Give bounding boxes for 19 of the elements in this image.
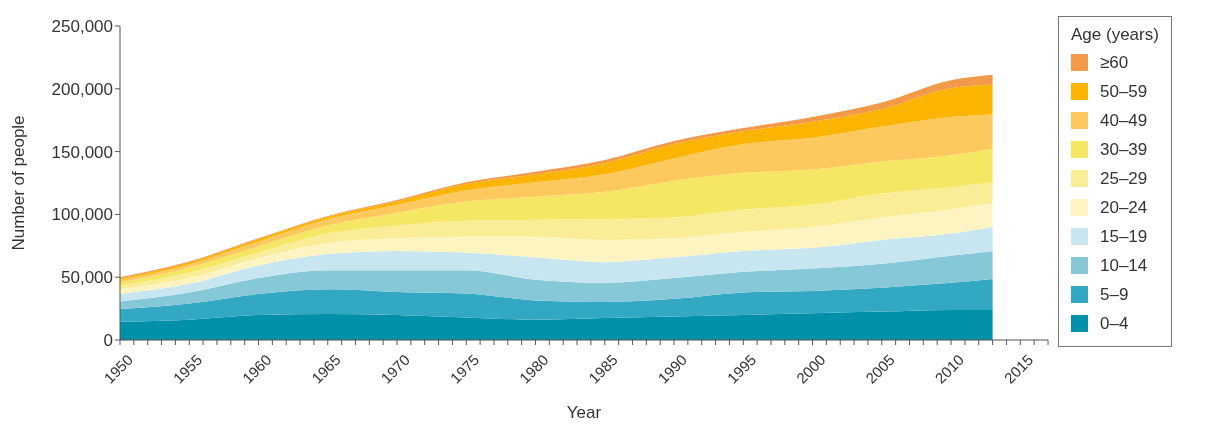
legend-label: 10–14 (1100, 255, 1148, 276)
legend-label: 0–4 (1100, 313, 1129, 334)
legend-label: 15–19 (1100, 226, 1148, 247)
y-axis-title: Number of people (9, 115, 29, 251)
legend-label: 20–24 (1100, 197, 1148, 218)
y-tick-label: 250,000 (51, 17, 113, 37)
y-tick-label: 100,000 (51, 205, 113, 225)
legend-label: ≥60 (1100, 52, 1129, 73)
legend-label: 30–39 (1100, 139, 1148, 160)
y-tick-label: 0 (103, 331, 113, 351)
y-tick-label: 50,000 (61, 268, 113, 288)
legend-title: Age (years) (1071, 25, 1159, 45)
legend-label: 50–59 (1100, 81, 1148, 102)
y-tick-label: 200,000 (51, 79, 113, 99)
legend-label: 5–9 (1100, 284, 1129, 305)
y-tick-label: 150,000 (51, 142, 113, 162)
legend-label: 25–29 (1100, 168, 1148, 189)
x-axis-title: Year (566, 403, 602, 422)
legend-label: 40–49 (1100, 110, 1148, 131)
